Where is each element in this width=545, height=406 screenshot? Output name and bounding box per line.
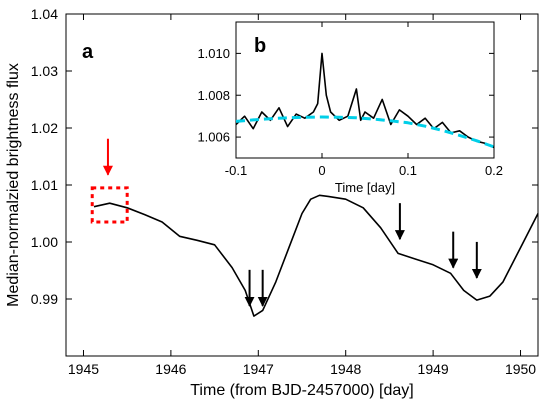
main-series-group — [93, 194, 539, 317]
panel-label-a: a — [82, 41, 94, 63]
main-x-tick-label: 1946 — [155, 361, 186, 377]
main-x-ticks: 1945 1946 1947 1948 1949 1950 — [68, 14, 536, 377]
main-series-line-0 — [93, 194, 539, 317]
main-x-tick-label: 1949 — [418, 361, 449, 377]
inset-series-line-1 — [235, 115, 495, 149]
main-x-tick-label: 1947 — [243, 361, 274, 377]
inset-plot-frame — [235, 21, 495, 159]
main-y-tick-label: 1.03 — [31, 63, 58, 79]
main-x-tick-label: 1945 — [68, 361, 99, 377]
inset-y-tick-label: 1.008 — [197, 88, 230, 103]
highlight-box — [90, 186, 129, 224]
main-y-tick-label: 0.99 — [31, 291, 58, 307]
main-y-tick-label: 1.04 — [31, 6, 58, 22]
inset-y-tick-label: 1.010 — [197, 46, 230, 61]
main-x-tick-label: 1950 — [505, 361, 536, 377]
inset-x-tick-label: -0.1 — [225, 163, 247, 178]
inset-x-tick-label: 0.1 — [399, 163, 417, 178]
main-y-tick-label: 1.00 — [31, 234, 58, 250]
inset-x-tick-label: 0.2 — [485, 163, 503, 178]
main-y-axis-title: Median-normalzied brightness flux — [5, 63, 22, 307]
main-y-ticks: 0.99 1.00 1.01 1.02 1.03 1.04 — [31, 6, 538, 307]
inset-x-axis-title: Time [day] — [335, 180, 395, 195]
inset-y-ticks: 1.006 1.008 1.010 — [197, 46, 494, 145]
main-x-tick-label: 1948 — [330, 361, 361, 377]
panel-label-b: b — [254, 35, 266, 57]
inset-background — [182, 22, 494, 180]
inset-series-group — [235, 52, 495, 149]
main-panel: 0.991.001.011.021.031.04 1945 1946 1947 194… — [5, 6, 539, 399]
inset-panel: 1.006 1.008 1.010 -0.1 0 0.1 0.2 b Time [day] — [182, 21, 503, 195]
main-annotations — [90, 138, 482, 307]
main-y-tick-label: 1.01 — [31, 177, 58, 193]
main-y-tick-label: 1.02 — [31, 120, 58, 136]
main-x-axis-title: Time (from BJD-2457000) [day] — [190, 382, 413, 399]
inset-x-tick-label: 0 — [318, 163, 325, 178]
inset-x-ticks: -0.1 0 0.1 0.2 — [225, 22, 503, 178]
inset-y-tick-label: 1.006 — [197, 130, 230, 145]
